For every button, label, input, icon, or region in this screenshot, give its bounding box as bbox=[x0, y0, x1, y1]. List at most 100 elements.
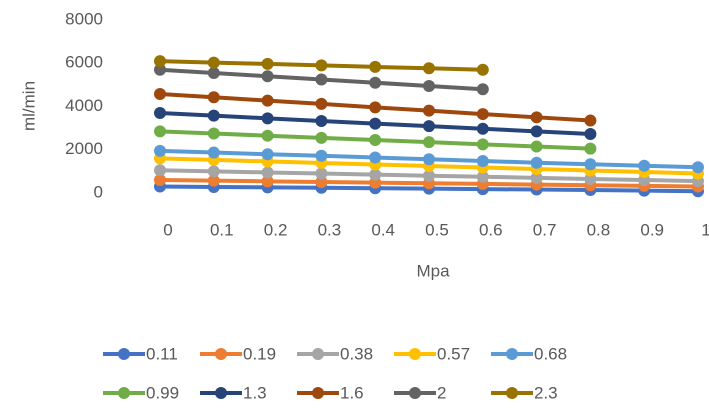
data-point bbox=[315, 59, 328, 72]
data-point bbox=[369, 76, 382, 89]
data-point bbox=[476, 170, 489, 183]
data-point bbox=[692, 161, 704, 174]
x-tick-label: 0.7 bbox=[533, 220, 557, 239]
x-tick-label: 0.2 bbox=[264, 220, 288, 239]
legend-marker bbox=[118, 387, 130, 399]
data-point bbox=[530, 171, 543, 184]
x-axis-label: Mpa bbox=[416, 261, 450, 280]
data-point bbox=[369, 101, 382, 114]
legend-marker bbox=[215, 348, 227, 360]
data-point bbox=[476, 108, 489, 121]
data-point bbox=[261, 94, 274, 107]
y-tick-label: 0 bbox=[94, 182, 103, 201]
legend-marker bbox=[506, 348, 518, 360]
data-point bbox=[207, 109, 220, 122]
data-point bbox=[369, 60, 382, 73]
data-point bbox=[584, 158, 597, 171]
data-point bbox=[584, 114, 597, 127]
data-point bbox=[261, 129, 274, 142]
data-point bbox=[423, 169, 435, 182]
x-tick-label: 0.6 bbox=[479, 220, 503, 239]
data-point bbox=[423, 136, 435, 149]
legend-marker bbox=[312, 348, 324, 360]
data-point bbox=[154, 106, 166, 119]
legend-label: 1.3 bbox=[243, 383, 267, 402]
legend-marker bbox=[312, 387, 324, 399]
data-point bbox=[207, 146, 220, 159]
data-point bbox=[369, 134, 382, 147]
legend-marker bbox=[118, 348, 130, 360]
data-point bbox=[154, 63, 166, 76]
legend-label: 2 bbox=[437, 383, 446, 402]
data-point bbox=[476, 63, 489, 76]
data-point bbox=[315, 97, 328, 110]
legend-marker bbox=[215, 387, 227, 399]
x-tick-label: 1 bbox=[701, 220, 709, 239]
data-point bbox=[261, 148, 274, 161]
data-point bbox=[369, 117, 382, 130]
data-point bbox=[261, 166, 274, 179]
data-point bbox=[423, 62, 435, 75]
data-point bbox=[154, 87, 166, 100]
data-point bbox=[530, 111, 543, 124]
data-point bbox=[207, 66, 220, 79]
data-point bbox=[315, 175, 328, 188]
x-tick-label: 0.9 bbox=[640, 220, 664, 239]
x-tick-label: 0.5 bbox=[425, 220, 449, 239]
y-tick-label: 6000 bbox=[65, 53, 103, 72]
data-point bbox=[154, 174, 166, 187]
data-point bbox=[207, 165, 220, 178]
data-point bbox=[476, 122, 489, 135]
data-point bbox=[584, 127, 597, 140]
data-point bbox=[423, 104, 435, 117]
legend-marker bbox=[506, 387, 518, 399]
data-point bbox=[476, 154, 489, 167]
y-tick-label: 2000 bbox=[65, 139, 103, 158]
y-tick-label: 8000 bbox=[65, 9, 103, 28]
legend-label: 0.57 bbox=[437, 344, 470, 363]
y-axis-label: ml/min bbox=[19, 81, 38, 131]
data-point bbox=[315, 167, 328, 180]
data-point bbox=[423, 120, 435, 133]
x-tick-label: 0.1 bbox=[210, 220, 234, 239]
data-point bbox=[261, 112, 274, 125]
legend-label: 0.19 bbox=[243, 344, 276, 363]
legend-label: 0.68 bbox=[534, 344, 567, 363]
data-point bbox=[315, 149, 328, 162]
data-point bbox=[423, 79, 435, 92]
data-point bbox=[315, 131, 328, 144]
data-point bbox=[423, 153, 435, 166]
data-point bbox=[154, 164, 166, 177]
data-point bbox=[154, 125, 166, 138]
x-tick-label: 0.8 bbox=[587, 220, 611, 239]
legend-marker bbox=[409, 348, 421, 360]
data-point bbox=[530, 140, 543, 153]
data-point bbox=[315, 114, 328, 127]
legend-label: 1.6 bbox=[340, 383, 364, 402]
data-point bbox=[584, 142, 597, 155]
data-point bbox=[584, 172, 597, 185]
data-point bbox=[261, 175, 274, 188]
data-point bbox=[207, 91, 220, 104]
data-point bbox=[315, 73, 328, 86]
legend-label: 0.11 bbox=[146, 344, 178, 363]
data-point bbox=[638, 159, 651, 172]
data-point bbox=[476, 138, 489, 151]
data-point bbox=[530, 156, 543, 169]
legend-label: 0.99 bbox=[146, 383, 179, 402]
data-point bbox=[369, 168, 382, 181]
data-point bbox=[207, 127, 220, 140]
data-point bbox=[369, 151, 382, 164]
x-tick-label: 0.3 bbox=[318, 220, 342, 239]
x-tick-label: 0.4 bbox=[371, 220, 395, 239]
x-tick-label: 0 bbox=[163, 220, 172, 239]
data-point bbox=[154, 55, 166, 68]
legend-label: 2.3 bbox=[534, 383, 558, 402]
legend-marker bbox=[409, 387, 421, 399]
data-point bbox=[154, 144, 166, 157]
data-point bbox=[261, 70, 274, 83]
data-point bbox=[261, 57, 274, 70]
data-point bbox=[530, 125, 543, 138]
legend-label: 0.38 bbox=[340, 344, 373, 363]
